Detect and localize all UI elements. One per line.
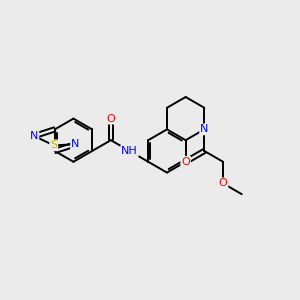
Text: NH: NH bbox=[121, 146, 138, 156]
Text: O: O bbox=[181, 157, 190, 167]
Text: N: N bbox=[30, 131, 38, 141]
Text: N: N bbox=[71, 139, 80, 149]
Text: O: O bbox=[106, 114, 115, 124]
Text: O: O bbox=[219, 178, 227, 188]
Text: N: N bbox=[200, 124, 208, 134]
Text: S: S bbox=[50, 140, 57, 150]
